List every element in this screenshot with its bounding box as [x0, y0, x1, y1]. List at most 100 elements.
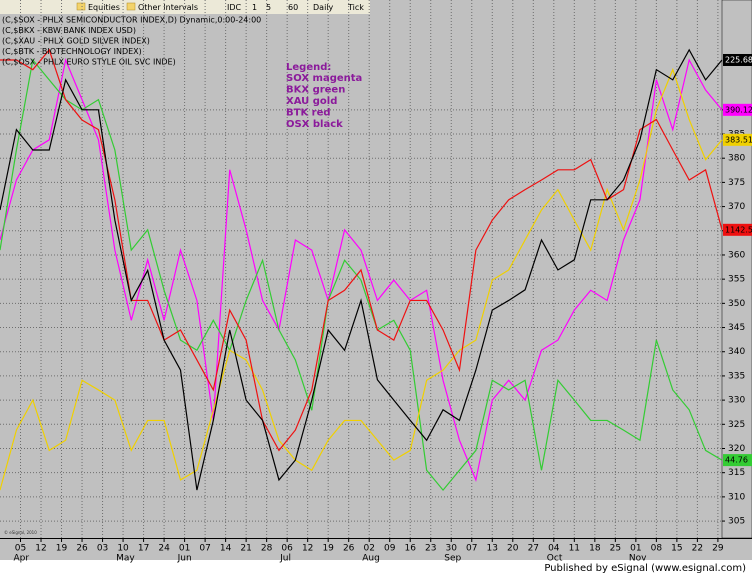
y-axis-area [721, 0, 752, 539]
month-label: Apr [14, 554, 30, 564]
x-tick-label: 01 [179, 544, 190, 554]
y-tick-label: 325 [728, 420, 745, 430]
x-tick-label: 11 [569, 544, 580, 554]
last-value-box [723, 454, 752, 467]
x-tick-label: 19 [322, 544, 334, 554]
x-tick-label: 06 [281, 544, 293, 554]
x-tick-label: 21 [240, 544, 251, 554]
legend-line: XAU gold [286, 96, 337, 107]
x-tick-label: 04 [548, 544, 560, 554]
toolbar-item[interactable]: 60 [288, 3, 298, 12]
toolbar-item[interactable]: Tick [347, 3, 364, 12]
footer-text: Published by eSignal (www.esignal.com) [544, 563, 746, 574]
legend-line: SOX magenta [286, 73, 362, 84]
month-label: Aug [362, 554, 380, 564]
series-line [0, 57, 723, 482]
x-tick-label: 27 [528, 544, 539, 554]
legend-title: Legend: [286, 62, 331, 73]
x-tick-label: 15 [671, 544, 682, 554]
last-value-label: 1142.5 [725, 225, 752, 234]
x-tick-label: 01 [630, 544, 641, 554]
x-tick-label: 30 [446, 544, 458, 554]
x-tick-label: 17 [138, 544, 149, 554]
x-tick-label: 26 [343, 544, 355, 554]
last-value-box [723, 133, 752, 146]
x-tick-label: 22 [692, 544, 703, 554]
series-line [0, 58, 723, 492]
x-tick-label: 19 [56, 544, 68, 554]
month-label: Nov [629, 554, 647, 564]
series-header: (C,$XAU - PHLX GOLD SILVER INDEX) [2, 37, 150, 46]
last-value-tag: 383.51 [723, 133, 752, 146]
last-value-label: 44.76 [725, 456, 748, 465]
x-tick-label: 25 [610, 544, 621, 554]
legend-line: BTK red [286, 108, 331, 119]
x-tick-label: 03 [97, 544, 108, 554]
y-tick-label: 345 [728, 323, 745, 333]
x-tick-label: 08 [651, 544, 663, 554]
y-tick-label: 320 [728, 444, 745, 454]
legend-line: BKX green [286, 85, 345, 96]
x-tick-label: 18 [589, 544, 601, 554]
last-value-tag: 44.76 [723, 454, 752, 467]
y-tick-label: 315 [728, 468, 745, 478]
toolbar-item[interactable]: 5 [266, 3, 271, 12]
legend-line: OSX black [286, 119, 343, 130]
x-tick-label: 29 [712, 544, 724, 554]
y-tick-label: 330 [728, 396, 745, 406]
y-tick-label: 310 [728, 492, 745, 502]
series-line [0, 48, 723, 452]
chart-background [0, 0, 752, 560]
month-label: Oct [547, 554, 563, 564]
y-tick-label: 350 [728, 299, 745, 309]
toolbar-item[interactable]: 1 [252, 3, 257, 12]
y-tick-label: 335 [728, 371, 745, 381]
x-tick-label: 10 [117, 544, 129, 554]
last-value-tag: 225.68 [723, 53, 752, 66]
toolbar-item[interactable]: IDC [227, 3, 242, 12]
series-header: (C,$BKX - KBW BANK INDEX USD) [2, 26, 136, 35]
last-value-label: 225.68 [725, 55, 752, 64]
last-value-box [723, 53, 752, 66]
series-header: (C,$SOX - PHLX SEMICONDUCTOR INDEX,D) Dy… [2, 16, 261, 25]
y-tick-label: 355 [728, 275, 745, 285]
month-label: Jul [279, 554, 291, 564]
last-value-box [723, 223, 752, 236]
x-tick-label: 26 [76, 544, 88, 554]
footer-bar [0, 560, 752, 576]
y-tick-label: 375 [728, 178, 745, 188]
y-tick-label: 370 [728, 202, 745, 212]
folder-icon [126, 2, 136, 11]
last-value-tag: 1142.5 [723, 223, 752, 236]
last-value-label: 383.51 [725, 135, 752, 144]
y-tick-label: 340 [728, 347, 745, 357]
x-tick-label: 02 [363, 544, 374, 554]
x-tick-label: 05 [15, 544, 26, 554]
x-tick-label: 12 [302, 544, 313, 554]
toolbar-item[interactable]: Other Intervals [138, 3, 198, 12]
series-line [0, 67, 723, 491]
x-tick-label: 07 [199, 544, 210, 554]
series-header: (C,$OSX - PHLX EURO STYLE OIL SVC INDE) [2, 58, 176, 67]
x-tick-label: 20 [507, 544, 519, 554]
series-header: (C,$BTK - BIOTECHNOLOGY INDEX) [2, 47, 142, 56]
x-tick-label: 16 [405, 544, 417, 554]
y-tick-label: 305 [728, 517, 745, 527]
x-tick-label: 23 [425, 544, 436, 554]
last-value-box [723, 103, 752, 116]
x-tick-label: 09 [384, 544, 396, 554]
x-tick-label: 13 [487, 544, 498, 554]
toolbar-item[interactable]: Equities [88, 3, 120, 12]
series-line [0, 48, 723, 491]
toolbar-item[interactable]: Daily [313, 3, 334, 12]
x-tick-label: 07 [466, 544, 477, 554]
copyright: © eSignal, 2010 [4, 530, 37, 535]
month-label: Sep [444, 554, 461, 564]
x-tick-label: 24 [158, 544, 170, 554]
last-value-label: 390.12 [725, 105, 752, 114]
plot-area: 3053103153203253303353403453503553603653… [0, 0, 752, 564]
last-value-tag: 390.12 [723, 103, 752, 116]
y-tick-label: 360 [728, 250, 745, 260]
month-label: May [116, 554, 135, 564]
